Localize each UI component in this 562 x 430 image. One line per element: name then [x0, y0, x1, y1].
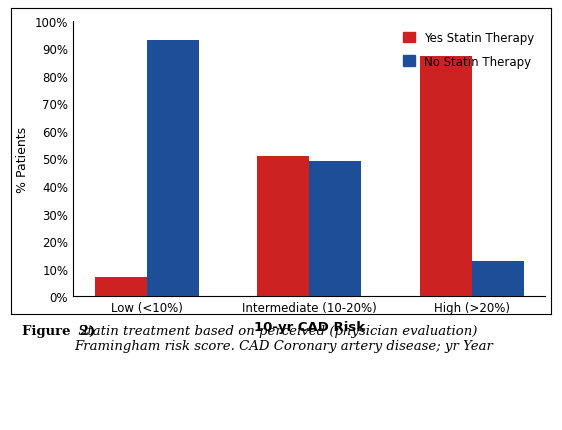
Y-axis label: % Patients: % Patients [16, 126, 29, 192]
Bar [309, 162, 361, 297]
Bar [472, 261, 524, 297]
Text: Figure  2): Figure 2) [22, 325, 96, 338]
Text: Statin treatment based on perceived (physician evaluation)
Framingham risk score: Statin treatment based on perceived (phy… [74, 325, 493, 353]
Legend: Yes Statin Therapy, No Statin Therapy: Yes Statin Therapy, No Statin Therapy [398, 28, 539, 74]
X-axis label: 10-yr CAD Risk: 10-yr CAD Risk [253, 320, 365, 333]
Bar [257, 157, 309, 297]
Bar [94, 277, 147, 297]
Bar [420, 57, 472, 297]
Bar [147, 41, 198, 297]
